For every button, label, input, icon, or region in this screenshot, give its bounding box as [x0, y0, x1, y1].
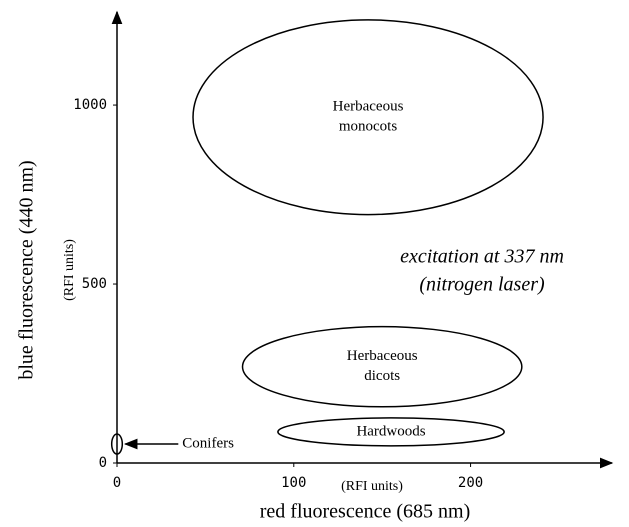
y-tick-label: 500: [82, 276, 107, 292]
region-label: monocots: [339, 119, 397, 135]
y-axis-unit: (RFI units): [62, 239, 77, 301]
region-label: Conifers: [182, 435, 234, 451]
y-tick-label: 0: [99, 455, 107, 471]
region-label: Hardwoods: [356, 423, 425, 439]
x-axis-label: red fluorescence (685 nm): [260, 501, 470, 523]
x-tick-label: 0: [113, 475, 121, 491]
x-tick-label: 200: [458, 475, 483, 491]
region-label: Herbaceous: [347, 348, 418, 364]
region: [192, 19, 544, 216]
x-axis-unit: (RFI units): [341, 479, 403, 494]
y-tick-label: 1000: [73, 97, 107, 113]
x-tick-label: 100: [281, 475, 306, 491]
region: [277, 417, 505, 447]
annotation: (nitrogen laser): [419, 274, 545, 296]
region-label: dicots: [364, 368, 400, 384]
annotation: excitation at 337 nm: [400, 246, 564, 268]
region: [110, 433, 124, 455]
y-axis-label: blue fluorescence (440 nm): [16, 160, 38, 379]
region: [241, 325, 523, 408]
region-label: Herbaceous: [333, 99, 404, 115]
